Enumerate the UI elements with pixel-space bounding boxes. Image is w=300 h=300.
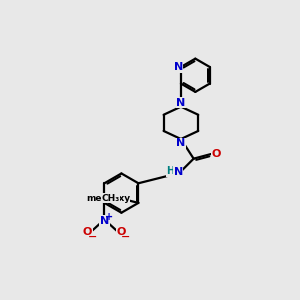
Text: N: N — [176, 138, 186, 148]
Text: N: N — [176, 98, 186, 107]
Text: methoxy: methoxy — [86, 194, 130, 203]
Text: O: O — [83, 227, 92, 237]
Text: N: N — [100, 216, 109, 226]
Text: −: − — [88, 232, 98, 242]
Text: O: O — [115, 193, 124, 203]
Text: N: N — [173, 62, 183, 72]
Text: O: O — [212, 149, 221, 159]
Text: +: + — [105, 212, 114, 222]
Text: H: H — [167, 166, 175, 176]
Text: CH₃: CH₃ — [101, 194, 119, 203]
Text: N: N — [173, 167, 183, 177]
Text: O: O — [117, 227, 126, 237]
Text: −: − — [121, 232, 130, 242]
